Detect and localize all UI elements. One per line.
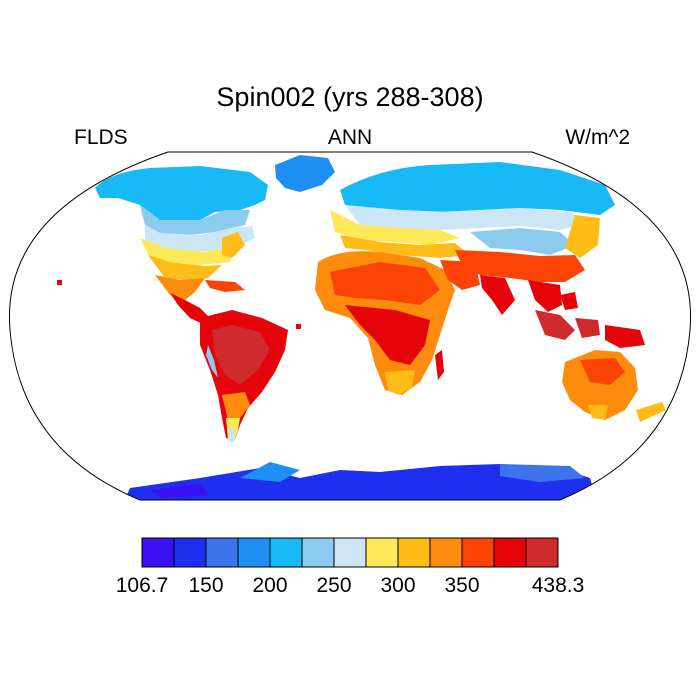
colorbar-swatch <box>237 537 271 568</box>
atlantic-island <box>296 324 301 329</box>
colorbar-label: 300 <box>380 574 415 597</box>
colorbar-label: 350 <box>444 574 479 597</box>
colorbar-swatch <box>141 537 175 568</box>
colorbar-swatch <box>397 537 431 568</box>
season-label: ANN <box>327 126 373 149</box>
colorbar-swatch <box>173 537 207 568</box>
hawaii <box>57 280 62 285</box>
colorbar: 106.7 150 200 250 300 350 438.3 <box>116 537 585 597</box>
colorbar-label: 250 <box>316 574 351 597</box>
map-field <box>9 152 691 500</box>
colorbar-label: 200 <box>252 574 287 597</box>
south-america <box>200 310 288 442</box>
colorbar-swatch <box>269 537 303 568</box>
units-label: W/m^2 <box>565 126 630 149</box>
map-title: Spin002 (yrs 288-308) <box>216 82 484 112</box>
colorbar-swatch <box>301 537 335 568</box>
colorbar-swatch <box>429 537 463 568</box>
greenland <box>275 155 335 192</box>
colorbar-swatch <box>333 537 367 568</box>
africa <box>315 251 480 395</box>
variable-label: FLDS <box>74 126 128 149</box>
eurasia <box>330 162 615 315</box>
colorbar-swatch <box>365 537 399 568</box>
colorbar-label: 438.3 <box>532 574 585 597</box>
north-america <box>95 166 268 325</box>
colorbar-swatch <box>493 537 527 568</box>
globe-outline <box>8 151 692 501</box>
australia <box>562 350 666 422</box>
southeast-asia <box>535 292 645 348</box>
colorbar-swatch <box>525 537 559 568</box>
colorbar-swatch <box>205 537 239 568</box>
colorbar-label: 150 <box>188 574 223 597</box>
antarctica <box>120 462 600 500</box>
colorbar-swatch <box>461 537 495 568</box>
colorbar-label: 106.7 <box>116 574 169 597</box>
